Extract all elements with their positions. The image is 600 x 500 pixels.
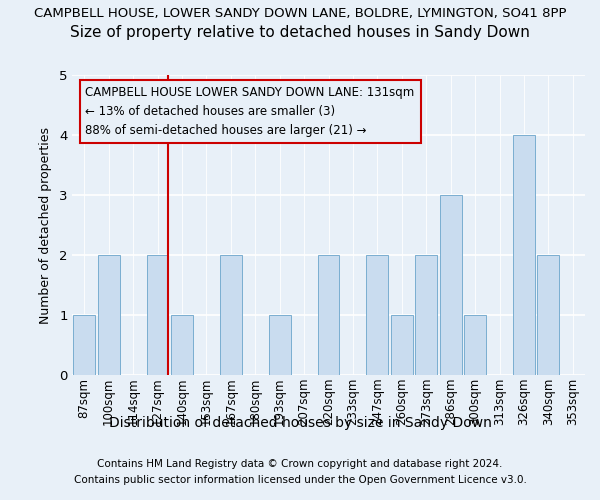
- Text: CAMPBELL HOUSE LOWER SANDY DOWN LANE: 131sqm
← 13% of detached houses are smalle: CAMPBELL HOUSE LOWER SANDY DOWN LANE: 13…: [85, 86, 415, 137]
- Bar: [367, 255, 388, 375]
- Bar: [73, 315, 95, 375]
- Bar: [538, 255, 559, 375]
- Text: Distribution of detached houses by size in Sandy Down: Distribution of detached houses by size …: [109, 416, 491, 430]
- Y-axis label: Number of detached properties: Number of detached properties: [40, 126, 52, 324]
- Bar: [464, 315, 486, 375]
- Bar: [415, 255, 437, 375]
- Bar: [220, 255, 242, 375]
- Text: Contains HM Land Registry data © Crown copyright and database right 2024.: Contains HM Land Registry data © Crown c…: [97, 459, 503, 469]
- Bar: [440, 195, 461, 375]
- Bar: [317, 255, 340, 375]
- Bar: [269, 315, 290, 375]
- Bar: [98, 255, 119, 375]
- Text: Contains public sector information licensed under the Open Government Licence v3: Contains public sector information licen…: [74, 475, 526, 485]
- Bar: [391, 315, 413, 375]
- Text: CAMPBELL HOUSE, LOWER SANDY DOWN LANE, BOLDRE, LYMINGTON, SO41 8PP: CAMPBELL HOUSE, LOWER SANDY DOWN LANE, B…: [34, 8, 566, 20]
- Bar: [513, 135, 535, 375]
- Bar: [171, 315, 193, 375]
- Text: Size of property relative to detached houses in Sandy Down: Size of property relative to detached ho…: [70, 25, 530, 40]
- Bar: [146, 255, 169, 375]
